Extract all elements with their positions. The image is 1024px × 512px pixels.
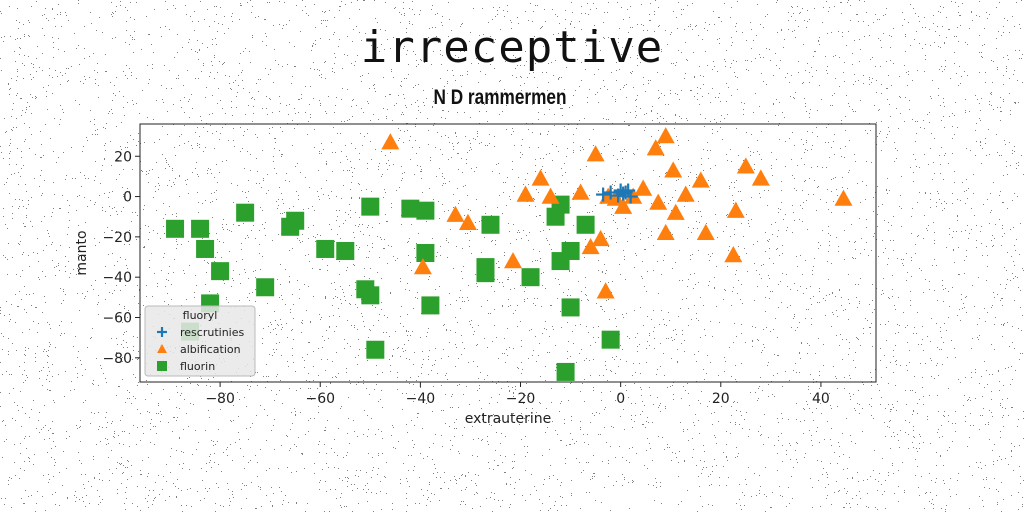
y-tick-label: 20	[114, 149, 132, 165]
axis-ticks: −80 −60 −40 −20 0 20 40 −80 −60 −40 −20 0 20	[102, 149, 829, 407]
rescrutinies-point	[623, 189, 638, 204]
legend-label-albification: albification	[180, 343, 241, 356]
legend-entry-rescrutinies: rescrutinies	[157, 326, 244, 339]
legend-marker-shape	[157, 344, 167, 353]
x-tick-label: 20	[712, 391, 730, 407]
fluorin-point	[601, 330, 620, 349]
albification-point	[724, 246, 743, 263]
legend-title: fluoryl	[183, 309, 218, 322]
fluorin-point	[416, 244, 435, 262]
y-tick-label: −60	[102, 311, 132, 327]
albification-point	[834, 189, 853, 206]
fluorin-point	[316, 239, 335, 258]
fluorin-point	[236, 203, 255, 222]
fluorin-point	[196, 239, 215, 258]
legend-label-fluorin: fluorin	[180, 360, 215, 373]
legend-marker-fluorin	[157, 361, 167, 371]
albification-point	[726, 201, 745, 218]
legend-marker-albification	[157, 344, 167, 353]
y-tick-label: −20	[102, 230, 132, 246]
fluorin-point	[401, 199, 420, 218]
y-tick-label: 0	[123, 190, 132, 206]
albification-point	[696, 223, 715, 241]
albification-point	[649, 193, 668, 210]
chart-title: irreceptive	[360, 22, 664, 73]
fluorin-point	[286, 211, 305, 230]
albification-point	[571, 183, 590, 200]
albification-point	[646, 139, 665, 156]
fluorin-point	[576, 215, 595, 234]
albification-point	[586, 145, 605, 162]
x-tick-label: −80	[205, 391, 235, 407]
x-axis-label: extrauterine	[465, 411, 552, 427]
fluorin-point	[166, 219, 185, 238]
x-tick-label: 0	[616, 391, 625, 407]
x-tick-label: −40	[406, 391, 436, 407]
fluorin-point	[561, 298, 580, 317]
fluorin-point	[421, 296, 440, 315]
albification-point	[596, 282, 615, 299]
x-tick-label: −60	[305, 391, 335, 407]
albification-point	[664, 161, 683, 178]
fluorin-point	[336, 241, 355, 260]
albification-point	[581, 237, 600, 255]
legend-entry-albification: albification	[157, 343, 241, 356]
fluorin-point	[256, 278, 275, 297]
plot-frame	[139, 123, 877, 383]
albification-point	[516, 185, 535, 202]
albification-point	[606, 189, 625, 206]
legend-marker-rescrutinies	[157, 327, 167, 337]
fluorin-point	[361, 286, 380, 305]
legend-marker-shape	[157, 361, 167, 371]
albification-point	[751, 169, 770, 186]
legend-box	[144, 305, 256, 377]
fluorin-point	[416, 201, 435, 220]
fluorin-point	[476, 258, 495, 277]
fluorin-point	[561, 241, 580, 260]
fluorin-point	[361, 197, 380, 216]
legend-label-rescrutinies: rescrutinies	[180, 326, 244, 339]
albification-point	[531, 169, 550, 186]
albification-point	[656, 223, 675, 241]
fluorin-point	[211, 262, 230, 281]
albification-point	[634, 179, 653, 196]
albification-point	[413, 258, 432, 275]
legend-entry-fluorin: fluorin	[157, 360, 215, 373]
fluorin-point	[191, 219, 210, 238]
fluorin-point	[556, 362, 575, 381]
x-tick-label: −20	[506, 391, 536, 407]
y-tick-label: −40	[102, 270, 132, 286]
rescrutinies-point	[621, 183, 636, 198]
albification-point	[458, 213, 477, 230]
albification-point	[676, 185, 695, 202]
y-tick-label: −80	[102, 351, 132, 367]
albification-point	[381, 133, 400, 150]
fluorin-point	[521, 268, 540, 287]
albification-point	[666, 203, 685, 220]
albification-point	[591, 229, 610, 247]
chart-subtitle: N D rammermen	[433, 86, 567, 109]
x-tick-label: 40	[812, 391, 830, 407]
albification-point	[736, 157, 755, 174]
rescrutinies-point	[596, 187, 611, 202]
legend: fluoryl rescrutinies albification fluori…	[144, 305, 256, 377]
albification-point	[504, 252, 523, 269]
albification-point	[446, 205, 465, 222]
fluorin-point	[366, 340, 385, 359]
albification-point	[691, 171, 710, 188]
y-axis-label: manto	[74, 230, 90, 275]
rescrutinies-point	[603, 185, 618, 200]
data-marks	[166, 127, 853, 381]
albification-point	[614, 197, 633, 214]
fluorin-point	[481, 215, 500, 234]
legend-marker-shape	[157, 327, 167, 337]
albification-point	[656, 127, 675, 144]
albification-point	[541, 187, 560, 204]
